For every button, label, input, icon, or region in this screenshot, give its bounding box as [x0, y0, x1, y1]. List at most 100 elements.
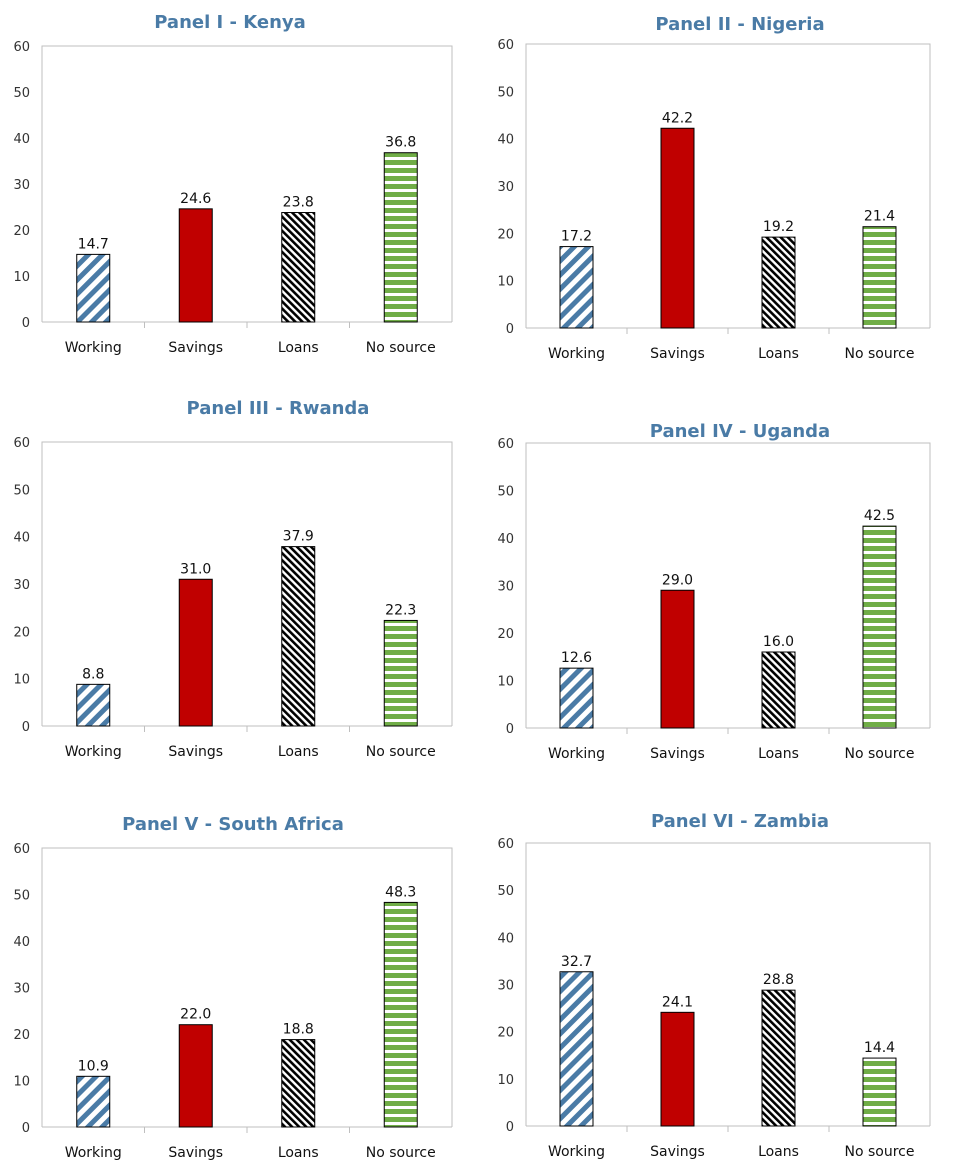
bar-loans [281, 546, 316, 727]
category-label-working: Working [65, 744, 122, 760]
data-label-loans: 37.9 [283, 529, 314, 545]
bar-working [76, 253, 111, 323]
category-label-loans: Loans [278, 1145, 319, 1160]
bar-loans [281, 1039, 316, 1128]
y-tick-label: 30 [497, 580, 514, 595]
y-tick-label: 20 [497, 627, 514, 642]
category-label-no-source: No source [845, 746, 915, 762]
data-label-savings: 24.6 [180, 191, 211, 207]
data-label-working: 8.8 [82, 666, 104, 682]
bar-savings [178, 208, 213, 323]
category-label-no-source: No source [366, 340, 436, 356]
category-label-loans: Loans [758, 346, 799, 362]
chart-south-africa: Panel V - South Africa 0 10 20 30 40 50 60 10.9 W… [13, 814, 453, 1160]
y-tick-label: 50 [497, 884, 514, 899]
data-label-no-source: 42.5 [864, 508, 895, 524]
y-tick-label: 50 [497, 85, 514, 100]
y-tick-label: 0 [506, 322, 514, 337]
category-label-working: Working [65, 340, 122, 356]
y-tick-label: 60 [13, 842, 30, 857]
panel-zambia: Panel VI - Zambia 0 10 20 30 40 50 60 32.7 Workin… [478, 773, 956, 1160]
y-tick-label: 20 [13, 224, 30, 239]
bar-working [76, 1075, 111, 1128]
panel-kenya: Panel I - Kenya 0 10 20 30 40 50 60 14.7 Working 2… [0, 0, 478, 387]
data-label-no-source: 36.8 [385, 135, 416, 151]
panel-title: Panel VI - Zambia [651, 811, 829, 832]
category-label-savings: Savings [168, 1145, 223, 1160]
y-tick-label: 40 [13, 935, 30, 950]
y-tick-label: 10 [497, 275, 514, 290]
y-tick-label: 40 [497, 532, 514, 547]
data-label-working: 10.9 [78, 1058, 109, 1074]
y-tick-label: 40 [13, 531, 30, 546]
data-label-working: 17.2 [561, 229, 592, 245]
chart-zambia: Panel VI - Zambia 0 10 20 30 40 50 60 32.7 Workin… [497, 811, 931, 1160]
plot-frame [41, 847, 453, 1127]
y-tick-label: 50 [13, 86, 30, 101]
data-label-savings: 24.1 [662, 994, 693, 1010]
plot-frame [525, 43, 931, 328]
panel-title: Panel I - Kenya [154, 12, 306, 33]
bar-loans [761, 236, 796, 329]
y-tick-label: 60 [13, 436, 30, 451]
category-label-working: Working [548, 1144, 605, 1160]
data-label-loans: 23.8 [283, 195, 314, 211]
y-tick-label: 20 [497, 1026, 514, 1041]
y-tick-label: 10 [497, 1073, 514, 1088]
y-tick-label: 50 [13, 889, 30, 904]
category-label-savings: Savings [168, 340, 223, 356]
plot-frame [41, 441, 453, 726]
data-label-loans: 28.8 [763, 972, 794, 988]
y-tick-label: 60 [13, 40, 30, 55]
y-tick-label: 30 [13, 578, 30, 593]
category-label-no-source: No source [845, 1144, 915, 1160]
panel-nigeria: Panel II - Nigeria 0 10 20 30 40 50 60 17.2 Worki… [478, 0, 956, 387]
bar-no-source [862, 525, 897, 729]
y-tick-label: 10 [13, 1075, 30, 1090]
plot-frame [525, 442, 931, 728]
category-label-savings: Savings [650, 746, 705, 762]
y-tick-label: 20 [497, 227, 514, 242]
y-tick-label: 0 [22, 1121, 30, 1136]
bar-savings [660, 1011, 695, 1127]
y-tick-label: 0 [22, 720, 30, 735]
bar-loans [761, 989, 796, 1127]
data-label-savings: 42.2 [662, 110, 693, 126]
bar-no-source [862, 226, 897, 329]
panel-title: Panel II - Nigeria [655, 14, 824, 35]
plot-frame [525, 842, 931, 1126]
y-tick-label: 0 [506, 1120, 514, 1135]
y-tick-label: 40 [497, 931, 514, 946]
chart-nigeria: Panel II - Nigeria 0 10 20 30 40 50 60 17.2 Worki… [497, 14, 931, 362]
panel-title: Panel IV - Uganda [650, 421, 830, 442]
panel-title: Panel V - South Africa [122, 814, 344, 835]
data-label-savings: 22.0 [180, 1007, 211, 1023]
category-label-no-source: No source [366, 1145, 436, 1160]
y-tick-label: 0 [22, 316, 30, 331]
bar-loans [281, 212, 316, 323]
category-label-loans: Loans [278, 340, 319, 356]
bar-no-source [383, 619, 418, 727]
chart-rwanda: Panel III - Rwanda 0 10 20 30 40 50 60 8.8 Workin… [13, 398, 453, 760]
y-tick-label: 50 [13, 483, 30, 498]
data-label-working: 12.6 [561, 650, 592, 666]
y-tick-label: 20 [13, 1028, 30, 1043]
y-tick-label: 60 [497, 837, 514, 852]
y-tick-label: 30 [497, 979, 514, 994]
y-tick-label: 50 [497, 485, 514, 500]
data-label-working: 32.7 [561, 954, 592, 970]
y-tick-label: 10 [13, 673, 30, 688]
category-label-savings: Savings [168, 744, 223, 760]
plot-frame [41, 45, 453, 322]
data-label-no-source: 21.4 [864, 209, 895, 225]
chart-uganda: Panel IV - Uganda 0 10 20 30 40 50 60 12.6 Workin… [497, 421, 931, 762]
category-label-no-source: No source [845, 346, 915, 362]
data-label-no-source: 48.3 [385, 884, 416, 900]
y-tick-label: 40 [497, 133, 514, 148]
panel-south-africa: Panel V - South Africa 0 10 20 30 40 50 60 10.9 W… [0, 773, 478, 1160]
y-tick-label: 60 [497, 437, 514, 452]
bar-savings [178, 578, 213, 727]
bar-working [559, 971, 594, 1127]
category-label-working: Working [548, 346, 605, 362]
y-tick-label: 0 [506, 722, 514, 737]
